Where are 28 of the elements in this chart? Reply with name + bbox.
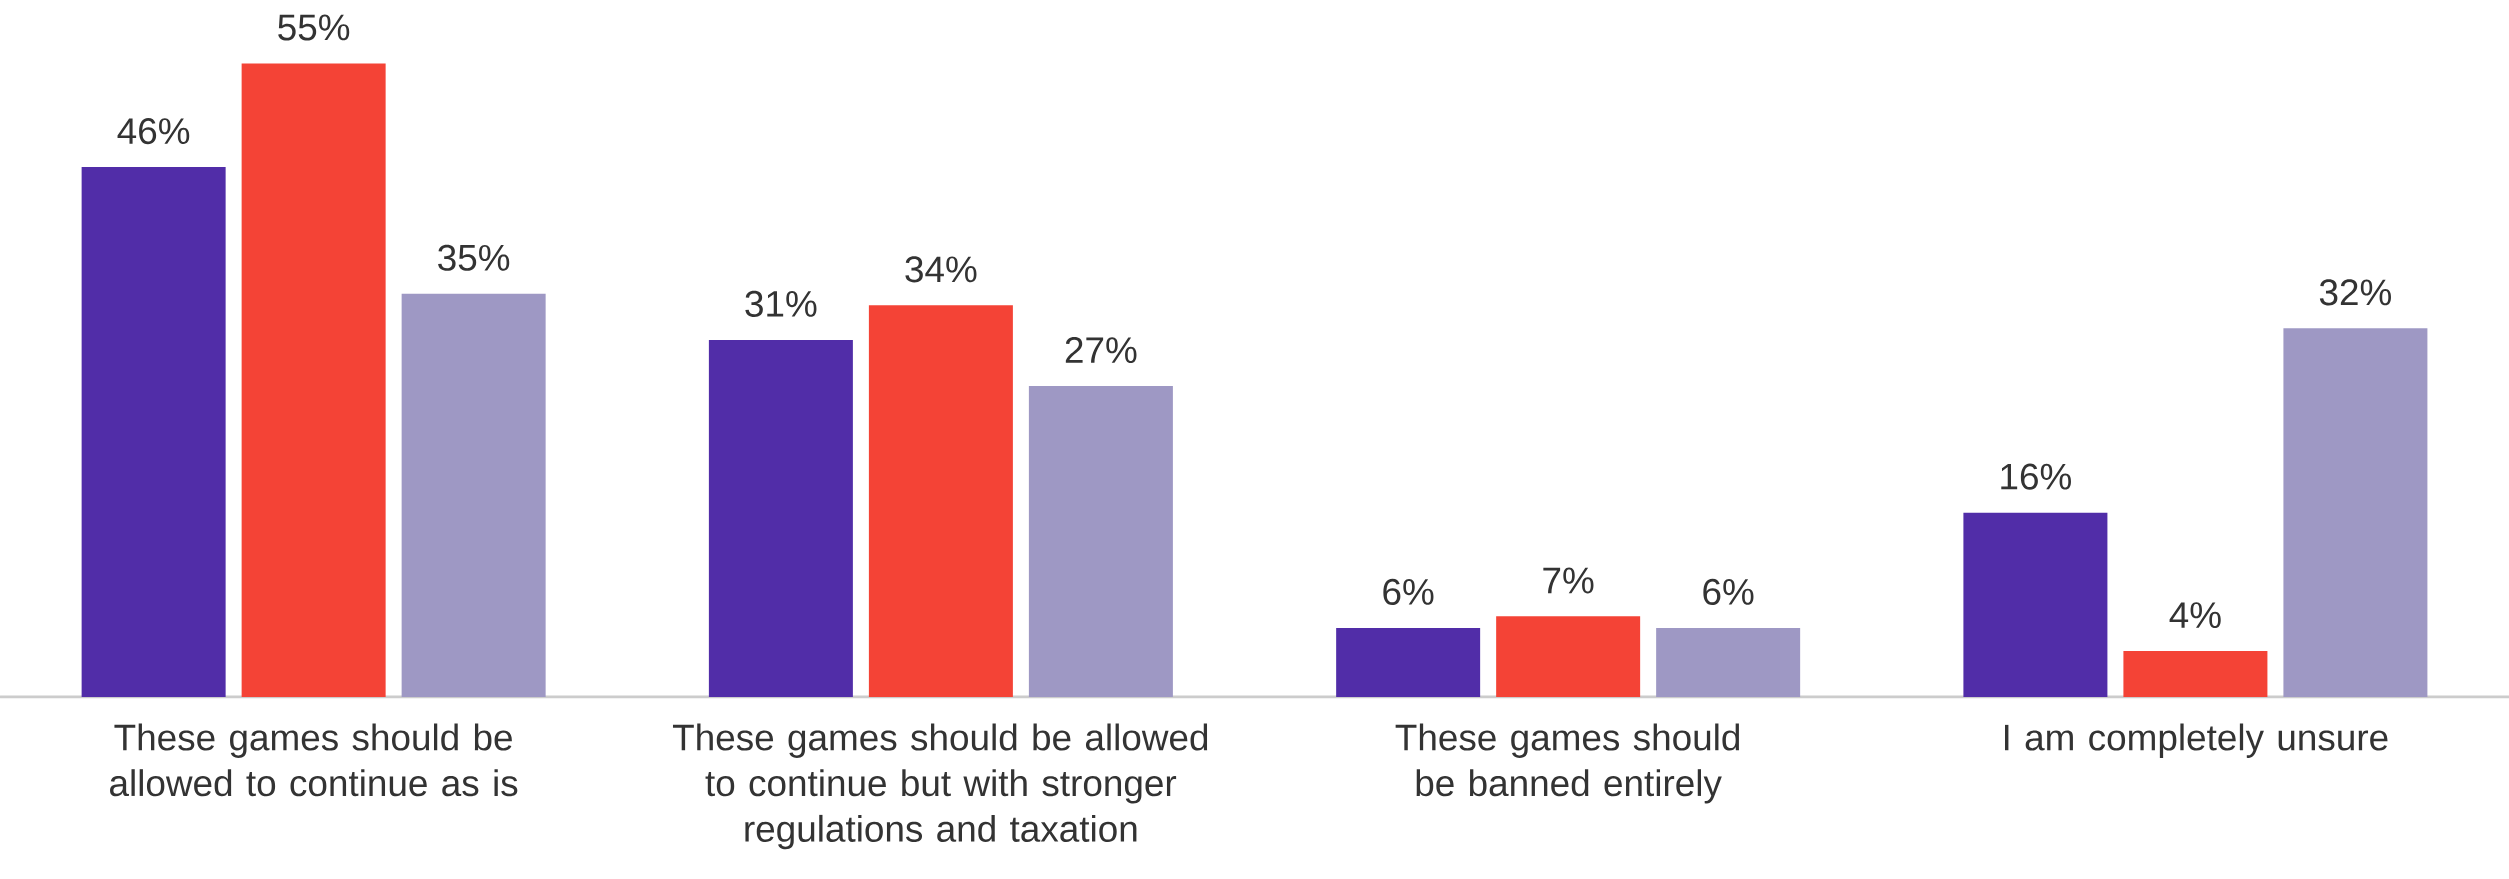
x-tick-label: These games should be allowed to continue as is bbox=[110, 723, 518, 797]
data-label: 35% bbox=[438, 244, 510, 271]
data-label: 55% bbox=[278, 14, 350, 41]
bar bbox=[401, 293, 546, 698]
bar bbox=[708, 339, 853, 698]
bar bbox=[81, 167, 226, 698]
x-tick-label: These games should be banned entirely bbox=[1395, 723, 1740, 804]
data-label: 32% bbox=[2319, 279, 2391, 306]
bar bbox=[1028, 385, 1173, 698]
x-tick-label: I am completely unsure bbox=[2005, 723, 2388, 758]
data-label: 27% bbox=[1065, 337, 1137, 363]
bar bbox=[1336, 627, 1481, 698]
bar bbox=[241, 63, 386, 698]
data-label: 7% bbox=[1543, 567, 1594, 594]
bar bbox=[2283, 328, 2428, 698]
data-label: 4% bbox=[2169, 602, 2221, 628]
bar bbox=[2123, 650, 2268, 698]
bar bbox=[868, 305, 1013, 698]
x-tick-label: These games should be allowed to continue but with stronger regulations and taxation bbox=[672, 723, 1208, 850]
data-label: 16% bbox=[2001, 463, 2071, 490]
data-label: 6% bbox=[1703, 578, 1754, 605]
bar bbox=[1656, 627, 1801, 698]
bar bbox=[1496, 616, 1641, 698]
data-label: 6% bbox=[1383, 578, 1434, 605]
bar bbox=[1963, 512, 2108, 698]
data-label: 46% bbox=[117, 118, 190, 145]
data-label: 31% bbox=[745, 290, 817, 317]
data-label: 34% bbox=[905, 256, 977, 283]
